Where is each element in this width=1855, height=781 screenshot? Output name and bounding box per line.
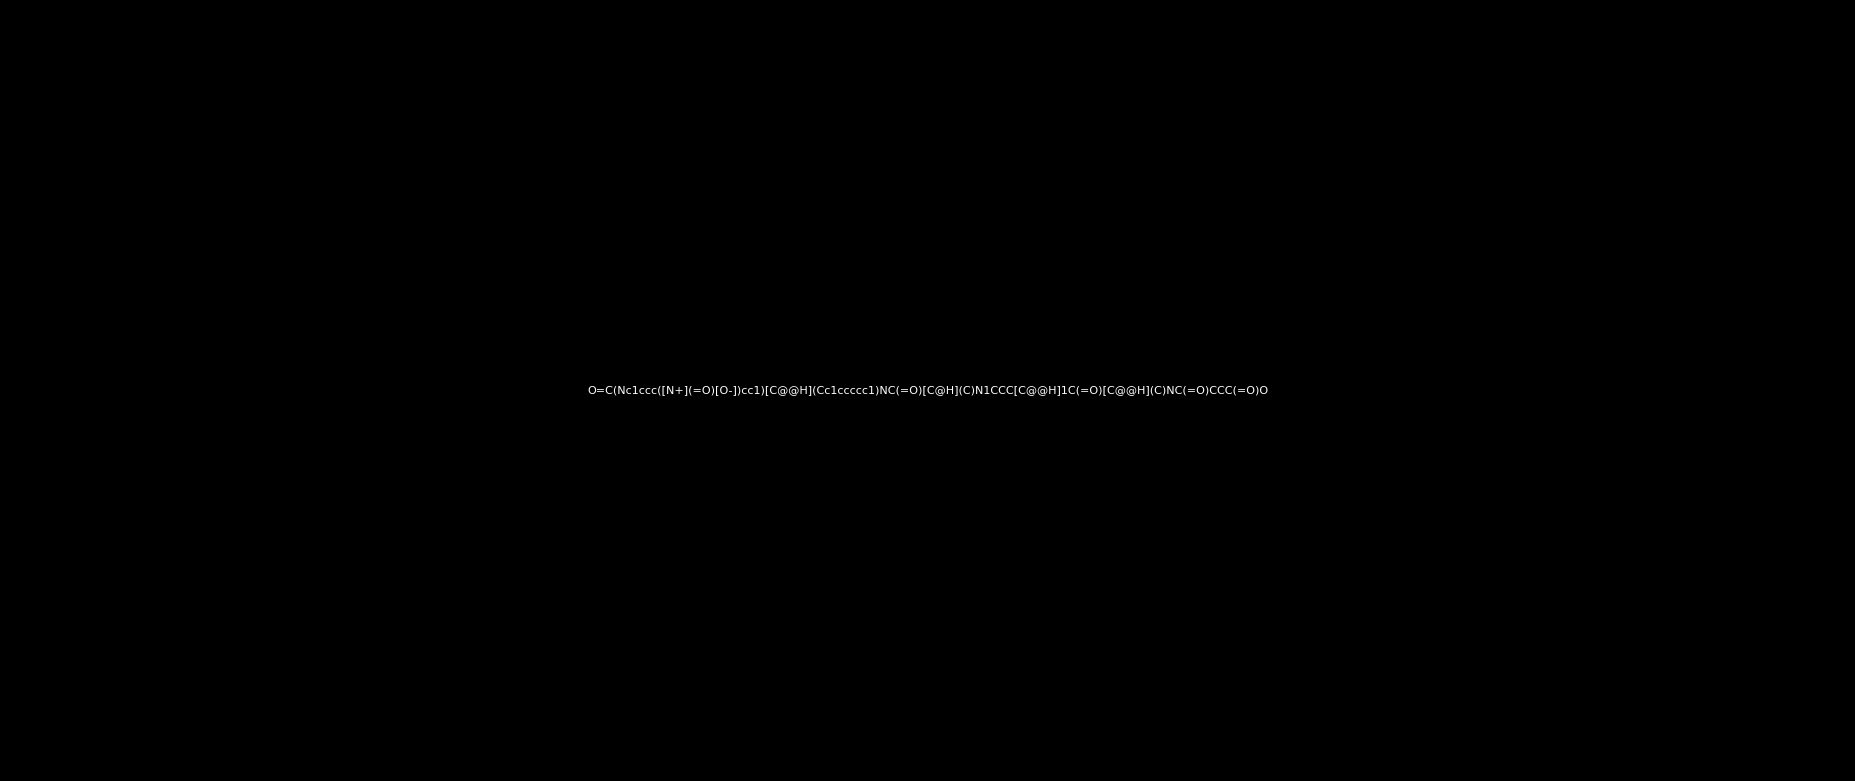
Text: O=C(Nc1ccc([N+](=O)[O-])cc1)[C@@H](Cc1ccccc1)NC(=O)[C@H](C)N1CCC[C@@H]1C(=O)[C@@: O=C(Nc1ccc([N+](=O)[O-])cc1)[C@@H](Cc1cc… (586, 386, 1269, 395)
